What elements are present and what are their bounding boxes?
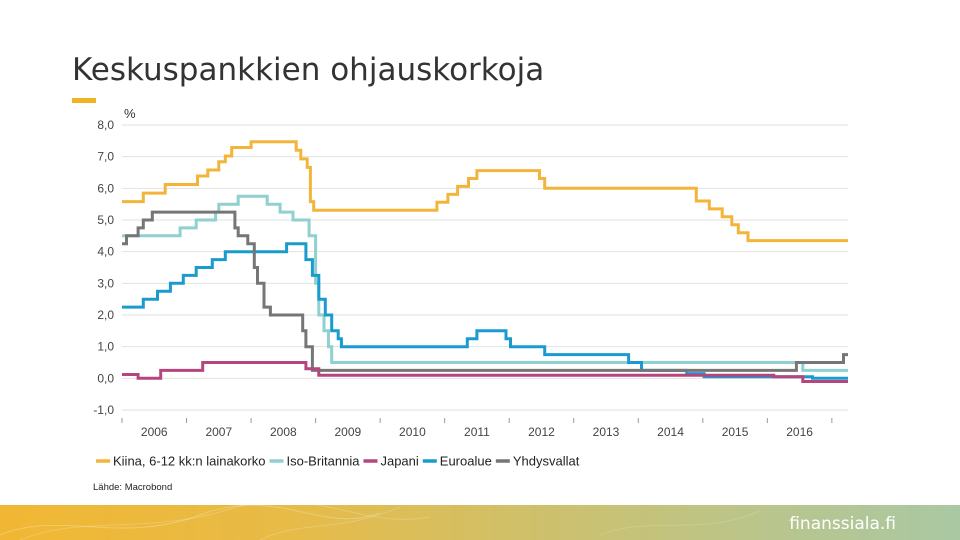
x-tick-label: 2010 [399,425,426,439]
title-accent-bar [72,98,96,103]
series-lines [122,140,848,383]
y-tick-label: 4,0 [97,245,114,259]
grid-lines [122,124,848,411]
legend-label: Euroalue [440,454,492,469]
series-line-1 [122,140,848,243]
x-tick-label: 2009 [335,425,362,439]
x-tick-label: 2013 [593,425,620,439]
y-tick-label: -1,0 [93,403,114,417]
x-tick-label: 2015 [722,425,749,439]
x-tick-label: 2006 [141,425,168,439]
series-line-3 [122,361,848,383]
x-axis-ticks: 2006 2007 2008 2009 2010 2011 2012 2013 2014 2015… [121,418,833,439]
legend: Kiina, 6-12 kk:n lainakorko Iso-Britannia… [96,454,580,469]
x-tick-label: 2011 [464,425,490,439]
x-tick-label: 2012 [528,425,555,439]
y-tick-label: 2,0 [97,308,114,322]
footer-banner: finanssiala.fi [0,505,960,540]
y-axis-ticks: 8,0 7,0 6,0 5,0 4,0 3,0 2,0 1,0 0,0 -1,0 [93,118,114,417]
y-tick-label: 6,0 [97,181,114,195]
series-line-2 [122,194,848,372]
legend-label: Kiina, 6-12 kk:n lainakorko [113,454,265,469]
source-label: Lähde: Macrobond [93,482,172,493]
y-tick-label: 1,0 [97,340,114,354]
series-line-5 [122,210,848,372]
footer-brand: finanssiala.fi [789,514,896,534]
x-tick-label: 2007 [205,425,232,439]
legend-label: Yhdysvallat [513,454,580,469]
legend-label: Japani [380,454,418,469]
y-tick-label: 7,0 [97,150,114,164]
y-tick-label: 5,0 [97,213,114,227]
legend-label: Iso-Britannia [286,454,360,469]
y-tick-label: 3,0 [97,276,114,290]
y-unit-label: % [124,106,136,121]
x-tick-label: 2014 [657,425,684,439]
y-tick-label: 8,0 [97,118,114,132]
x-tick-label: 2016 [786,425,813,439]
slide-title: Keskuspankkien ohjauskorkoja [72,52,545,88]
x-tick-label: 2008 [270,425,297,439]
y-tick-label: 0,0 [97,371,114,385]
policy-rate-chart: 8,0 7,0 6,0 5,0 4,0 3,0 2,0 1,0 0,0 -1,0 2006 2007… [93,106,848,493]
series-line-4 [122,242,848,380]
footer-decoration [0,505,761,540]
